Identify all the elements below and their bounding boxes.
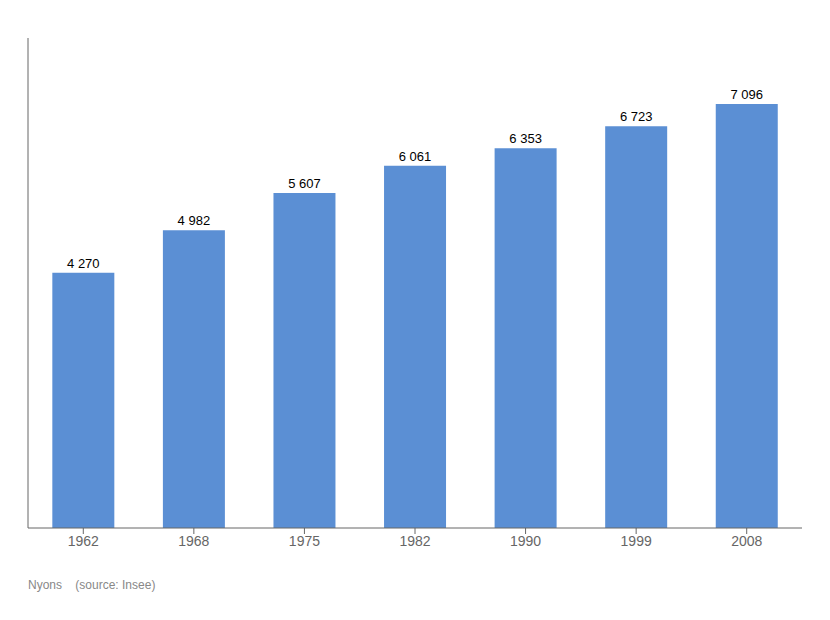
svg-text:1982: 1982: [399, 533, 430, 549]
svg-text:6 061: 6 061: [399, 149, 432, 164]
svg-text:1962: 1962: [68, 533, 99, 549]
svg-text:2008: 2008: [731, 533, 762, 549]
svg-text:6 723: 6 723: [620, 109, 653, 124]
svg-text:4 982: 4 982: [178, 213, 211, 228]
svg-text:1975: 1975: [289, 533, 320, 549]
svg-text:1968: 1968: [178, 533, 209, 549]
svg-text:4 270: 4 270: [67, 256, 100, 271]
svg-text:1990: 1990: [510, 533, 541, 549]
svg-text:5 607: 5 607: [288, 176, 321, 191]
html-text:Nyons (source: Insee): Nyons (source: Insee): [28, 578, 156, 592]
svg-text:6 353: 6 353: [509, 131, 542, 146]
svg-text:7 096: 7 096: [730, 87, 763, 102]
svg-text:1999: 1999: [621, 533, 652, 549]
